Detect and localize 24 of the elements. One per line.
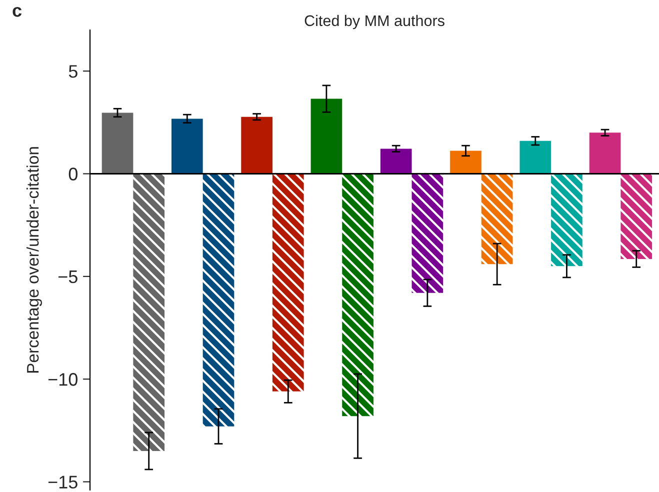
- bar: [171, 118, 203, 174]
- bar: [342, 174, 374, 416]
- bar: [380, 148, 412, 174]
- y-axis-title: Percentage over/under-citation: [26, 147, 42, 373]
- bar: [450, 150, 482, 174]
- y-tick-label: −5: [58, 270, 78, 284]
- y-tick-label: −10: [48, 373, 78, 386]
- bar: [551, 174, 582, 266]
- bar: [133, 174, 165, 451]
- bar: [202, 174, 234, 426]
- chart-title: Cited by MM authors: [304, 14, 444, 30]
- bar: [481, 174, 513, 264]
- bar: [272, 174, 304, 392]
- y-tick-label: −15: [48, 476, 78, 489]
- bar: [102, 112, 134, 174]
- y-tick-label: 5: [68, 65, 78, 78]
- bar: [241, 116, 272, 174]
- bar: [620, 174, 652, 259]
- bar: [310, 98, 342, 174]
- bar: [589, 132, 621, 174]
- bar: [412, 174, 444, 293]
- bar: [520, 140, 552, 174]
- y-tick-label: 0: [68, 168, 78, 180]
- text: c: [12, 6, 22, 17]
